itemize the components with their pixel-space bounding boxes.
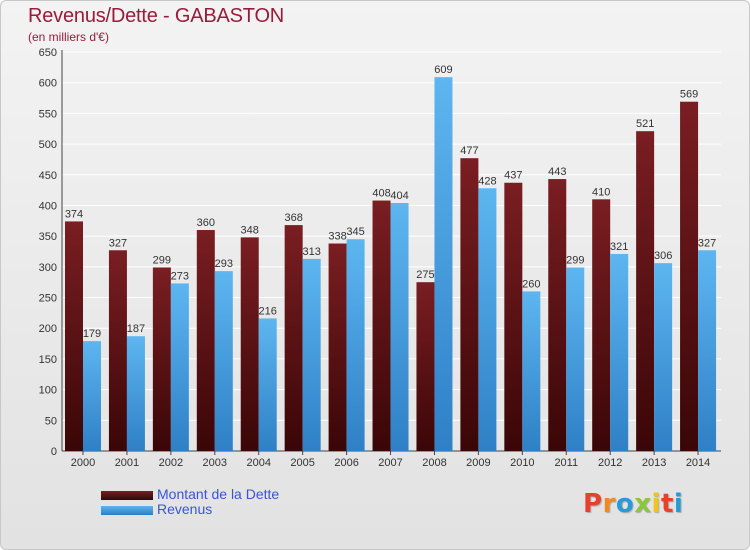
x-tick-label: 2000 [71, 457, 95, 469]
y-tick-label: 0 [51, 446, 57, 458]
bar-revenus [566, 267, 585, 451]
chart-title: Revenus/Dette - GABASTON [28, 5, 285, 27]
bar-dette [196, 230, 215, 451]
bar-dette [108, 250, 127, 451]
data-label: 306 [654, 250, 672, 262]
bar-dette [504, 182, 523, 451]
x-tick-label: 2011 [554, 457, 578, 469]
y-tick-label: 350 [39, 231, 57, 243]
x-tick-label: 2010 [510, 457, 534, 469]
x-tick-label: 2002 [159, 457, 183, 469]
legend-swatch-revenus [101, 506, 153, 515]
bar-dette [416, 282, 435, 451]
x-tick-label: 2012 [598, 457, 622, 469]
bar-dette [284, 225, 303, 451]
data-label: 275 [416, 269, 434, 281]
x-tick-label: 2009 [466, 457, 490, 469]
data-label: 374 [65, 208, 83, 220]
data-label: 569 [680, 89, 698, 101]
bar-revenus [478, 188, 497, 451]
bar-dette [152, 267, 171, 451]
data-label: 260 [522, 278, 540, 290]
y-tick-label: 600 [39, 78, 57, 90]
y-tick-label: 650 [39, 47, 57, 59]
data-label: 293 [215, 258, 233, 270]
data-label: 443 [548, 166, 566, 178]
bar-dette [548, 179, 567, 451]
data-label: 299 [153, 254, 171, 266]
legend-swatch-dette [101, 491, 153, 500]
bar-revenus [390, 203, 409, 451]
data-label: 368 [284, 212, 302, 224]
bar-revenus [170, 283, 189, 451]
bar-dette [592, 199, 611, 451]
y-tick-label: 450 [39, 170, 57, 182]
bar-dette [328, 243, 347, 451]
data-label: 327 [109, 237, 127, 249]
y-tick-label: 100 [39, 385, 57, 397]
y-tick-label: 500 [39, 139, 57, 151]
bar-dette [372, 200, 391, 451]
data-label: 179 [83, 328, 101, 340]
bar-revenus [522, 291, 541, 451]
data-label: 477 [460, 145, 478, 157]
data-label: 410 [592, 186, 610, 198]
bar-dette [636, 131, 655, 451]
data-label: 609 [434, 64, 452, 76]
data-label: 338 [328, 231, 346, 243]
x-tick-label: 2007 [378, 457, 402, 469]
x-tick-label: 2008 [422, 457, 446, 469]
data-label: 437 [504, 170, 522, 182]
data-label: 299 [566, 254, 584, 266]
bar-dette [65, 221, 83, 451]
y-tick-label: 400 [39, 200, 57, 212]
data-label: 321 [610, 241, 628, 253]
data-label: 408 [372, 188, 390, 200]
data-label: 404 [390, 190, 408, 202]
y-tick-label: 50 [45, 415, 57, 427]
data-label: 345 [346, 226, 364, 238]
bar-dette [240, 237, 259, 451]
legend-label-dette: Montant de la Dette [157, 486, 280, 502]
data-label: 428 [478, 175, 496, 187]
bar-revenus [302, 258, 321, 451]
bar-revenus [654, 263, 673, 451]
data-label: 216 [259, 305, 277, 317]
x-tick-label: 2001 [115, 457, 139, 469]
data-label: 273 [171, 270, 189, 282]
data-label: 187 [127, 323, 145, 335]
data-label: 313 [302, 246, 320, 258]
bar-revenus [434, 77, 453, 451]
x-tick-label: 2014 [686, 457, 710, 469]
chart-subtitle: (en milliers d'€) [28, 30, 109, 44]
y-tick-label: 200 [39, 323, 57, 335]
x-tick-label: 2003 [203, 457, 227, 469]
bar-dette [680, 101, 699, 452]
bar-dette [460, 158, 479, 452]
bar-revenus [258, 318, 277, 451]
x-tick-label: 2006 [334, 457, 358, 469]
y-tick-label: 550 [39, 108, 57, 120]
data-label: 348 [241, 224, 259, 236]
data-label: 327 [698, 237, 716, 249]
data-label: 360 [197, 217, 215, 229]
y-tick-label: 150 [39, 354, 57, 366]
x-tick-label: 2005 [290, 457, 314, 469]
data-label: 521 [636, 118, 654, 130]
y-tick-label: 250 [39, 293, 57, 305]
legend-label-revenus: Revenus [157, 501, 213, 517]
x-tick-label: 2013 [642, 457, 666, 469]
y-tick-label: 300 [39, 262, 57, 274]
bar-revenus [346, 239, 365, 451]
x-tick-label: 2004 [246, 457, 270, 469]
bar-revenus [214, 271, 233, 451]
proxiti-logo: Proxiti [583, 489, 684, 519]
bar-revenus [126, 336, 145, 451]
bar-revenus [83, 341, 101, 451]
bar-revenus [698, 250, 717, 451]
bar-revenus [610, 253, 629, 451]
